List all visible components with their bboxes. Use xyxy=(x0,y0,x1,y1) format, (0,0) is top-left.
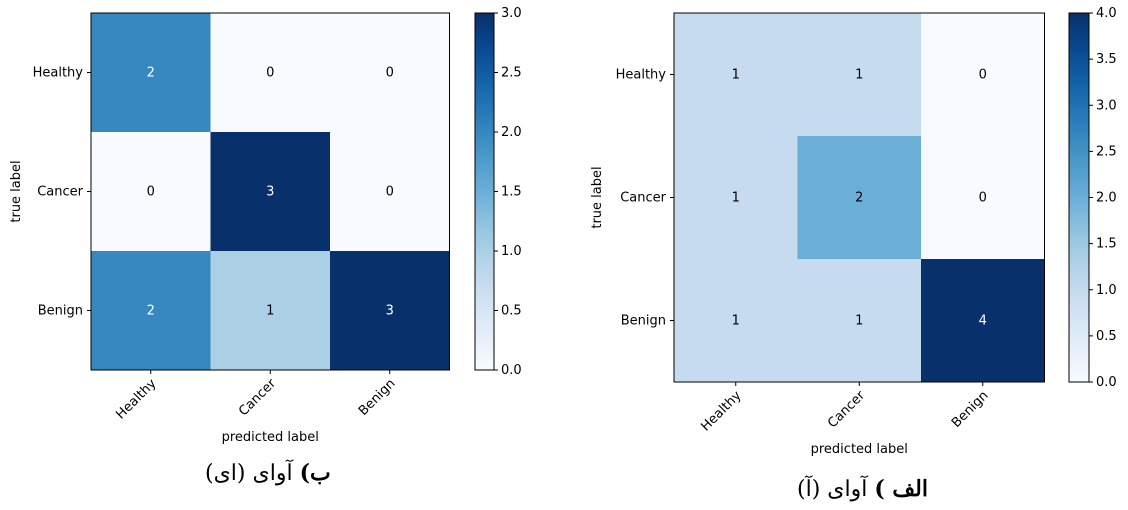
colorbar-tick-label: 1.0 xyxy=(1096,283,1117,298)
cell-value-label: 0 xyxy=(266,66,274,81)
y-tick-label: Benign xyxy=(621,314,666,329)
cell-value-label: 1 xyxy=(266,304,274,319)
y-axis-label: true label xyxy=(590,166,605,228)
x-axis-label: predicted label xyxy=(811,442,908,457)
cell-value-label: 0 xyxy=(147,185,155,200)
y-tick-label: Cancer xyxy=(37,185,83,200)
cell-value-label: 1 xyxy=(732,68,740,83)
cell-value-label: 2 xyxy=(147,66,155,81)
cell-value-label: 4 xyxy=(979,314,987,329)
cell-value-label: 0 xyxy=(979,191,987,206)
y-tick-label: Cancer xyxy=(620,191,666,206)
x-tick-label: Healthy xyxy=(113,376,159,422)
colorbar-tick-label: 0.5 xyxy=(1096,329,1117,344)
colorbar-tick-label: 0.0 xyxy=(1096,375,1117,390)
colorbar-tick-label: 2.0 xyxy=(501,125,522,140)
cell-value-label: 0 xyxy=(979,68,987,83)
colorbar-tick-label: 4.0 xyxy=(1096,6,1117,21)
confusion-matrix-1: 1 1 0 1 2 0 1 1 4 Healthy Cancer Benign Healthy Cance… xyxy=(590,6,1117,457)
caption-right: الف ) آوای (آ) xyxy=(797,476,928,502)
caption-left-letter: ب) xyxy=(300,460,331,486)
y-tick-label: Healthy xyxy=(616,68,667,83)
x-tick-label: Benign xyxy=(356,376,399,419)
x-tick-label: Cancer xyxy=(236,376,279,419)
y-tick-label: Benign xyxy=(38,304,83,319)
caption-left-text: آوای (ای) xyxy=(205,461,293,486)
caption-right-letter: الف ) xyxy=(874,476,928,502)
x-axis-label: predicted label xyxy=(222,430,319,445)
x-tick-label: Cancer xyxy=(825,388,868,431)
y-axis-label: true label xyxy=(9,160,24,222)
cell-value-label: 2 xyxy=(855,191,863,206)
colorbar xyxy=(475,13,494,370)
colorbar-tick-label: 1.5 xyxy=(501,185,522,200)
colorbar-tick-label: 1.5 xyxy=(1096,237,1117,252)
colorbar-tick-label: 2.0 xyxy=(1096,191,1117,206)
cell-value-label: 1 xyxy=(855,68,863,83)
colorbar xyxy=(1069,13,1089,382)
cell-value-label: 0 xyxy=(386,66,394,81)
cell-value-label: 0 xyxy=(386,185,394,200)
cell-value-label: 3 xyxy=(386,304,394,319)
cell-value-label: 1 xyxy=(732,314,740,329)
colorbar-tick-label: 3.5 xyxy=(1096,52,1117,67)
colorbar-tick-label: 0.5 xyxy=(501,304,522,319)
caption-right-text: آوای (آ) xyxy=(797,477,867,502)
cell-value-label: 1 xyxy=(732,191,740,206)
colorbar-tick-label: 0.0 xyxy=(501,363,522,378)
x-tick-label: Benign xyxy=(949,388,992,431)
colorbar-tick-label: 3.0 xyxy=(1096,98,1117,113)
confusion-matrix-0: 2 0 0 0 3 0 2 1 3 Healthy Cancer Benign Healthy Cance… xyxy=(9,6,522,445)
y-tick-label: Healthy xyxy=(33,66,84,81)
caption-left: ب) آوای (ای) xyxy=(205,460,331,486)
colorbar-tick-label: 1.0 xyxy=(501,244,522,259)
colorbar-tick-label: 2.5 xyxy=(1096,144,1117,159)
cell-value-label: 3 xyxy=(266,185,274,200)
cell-value-label: 2 xyxy=(147,304,155,319)
x-tick-label: Healthy xyxy=(698,388,744,434)
colorbar-tick-label: 2.5 xyxy=(501,66,522,81)
cell-value-label: 1 xyxy=(855,314,863,329)
colorbar-tick-label: 3.0 xyxy=(501,6,522,21)
